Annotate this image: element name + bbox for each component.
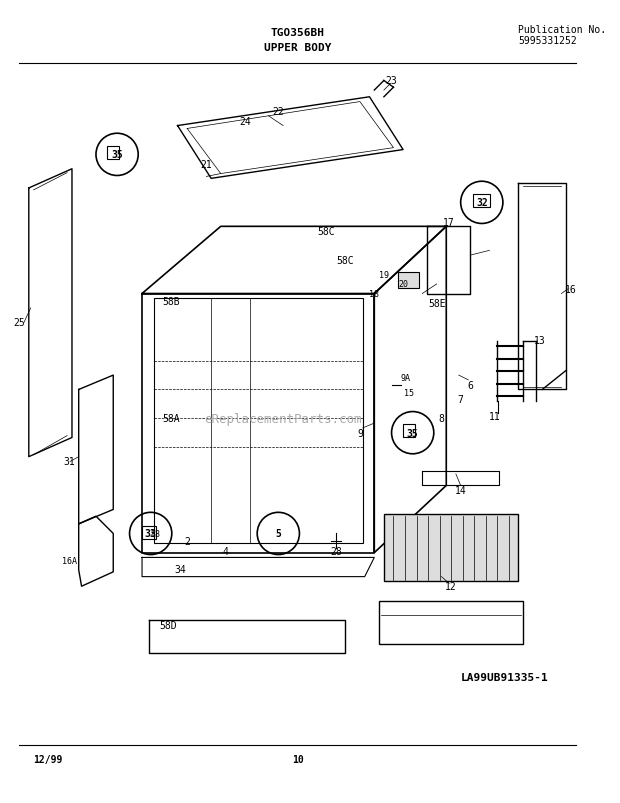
Text: eReplacementParts.com: eReplacementParts.com xyxy=(205,412,362,426)
Text: 7: 7 xyxy=(458,394,464,405)
Text: 35: 35 xyxy=(111,150,123,160)
Text: 28: 28 xyxy=(330,546,342,556)
Text: 5995331252: 5995331252 xyxy=(518,36,577,46)
Text: 58C: 58C xyxy=(337,255,354,266)
Text: 21: 21 xyxy=(200,160,212,169)
Bar xyxy=(379,601,523,644)
Text: 34: 34 xyxy=(175,565,186,574)
Text: 17: 17 xyxy=(443,218,455,227)
Bar xyxy=(473,194,490,208)
Text: LA99UB91335-1: LA99UB91335-1 xyxy=(461,673,549,683)
Text: Publication No.: Publication No. xyxy=(518,25,606,35)
Text: 58B: 58B xyxy=(162,297,180,307)
Text: 6: 6 xyxy=(467,380,473,390)
Text: 32: 32 xyxy=(476,198,488,208)
Text: 58D: 58D xyxy=(159,620,177,630)
Text: 83: 83 xyxy=(151,529,161,538)
Text: 33: 33 xyxy=(145,529,157,539)
Text: 18: 18 xyxy=(370,290,379,299)
Text: 58A: 58A xyxy=(162,414,180,424)
Text: 10: 10 xyxy=(291,754,303,764)
Text: 58C: 58C xyxy=(317,226,335,237)
Text: 9: 9 xyxy=(357,428,363,438)
Bar xyxy=(398,273,419,288)
Text: 16: 16 xyxy=(565,284,577,295)
Text: 58E: 58E xyxy=(428,299,446,308)
Text: 11: 11 xyxy=(489,412,500,422)
Text: 22: 22 xyxy=(272,107,284,117)
Text: 4: 4 xyxy=(223,546,229,556)
Text: 9A: 9A xyxy=(401,374,411,383)
Text: 35: 35 xyxy=(407,428,419,438)
Text: 16A: 16A xyxy=(61,556,77,565)
Bar xyxy=(384,515,518,581)
Text: 12: 12 xyxy=(445,581,457,592)
Bar xyxy=(142,526,156,540)
Bar xyxy=(403,425,415,438)
Text: TGO356BH: TGO356BH xyxy=(270,28,324,39)
Text: 20: 20 xyxy=(398,280,408,289)
Bar xyxy=(154,299,363,544)
Text: 24: 24 xyxy=(239,116,250,127)
Text: 14: 14 xyxy=(455,486,466,495)
Text: UPPER BODY: UPPER BODY xyxy=(264,43,331,53)
Text: 25: 25 xyxy=(13,318,25,328)
Text: 2: 2 xyxy=(184,536,190,546)
Text: 15: 15 xyxy=(404,389,414,397)
Text: 31: 31 xyxy=(63,457,75,467)
Text: 5: 5 xyxy=(275,529,281,539)
Text: 13: 13 xyxy=(533,335,545,345)
Text: 19: 19 xyxy=(379,271,389,279)
Text: 23: 23 xyxy=(386,76,397,87)
Bar xyxy=(107,146,119,160)
Text: 8: 8 xyxy=(438,414,445,424)
Text: 12/99: 12/99 xyxy=(33,754,63,764)
